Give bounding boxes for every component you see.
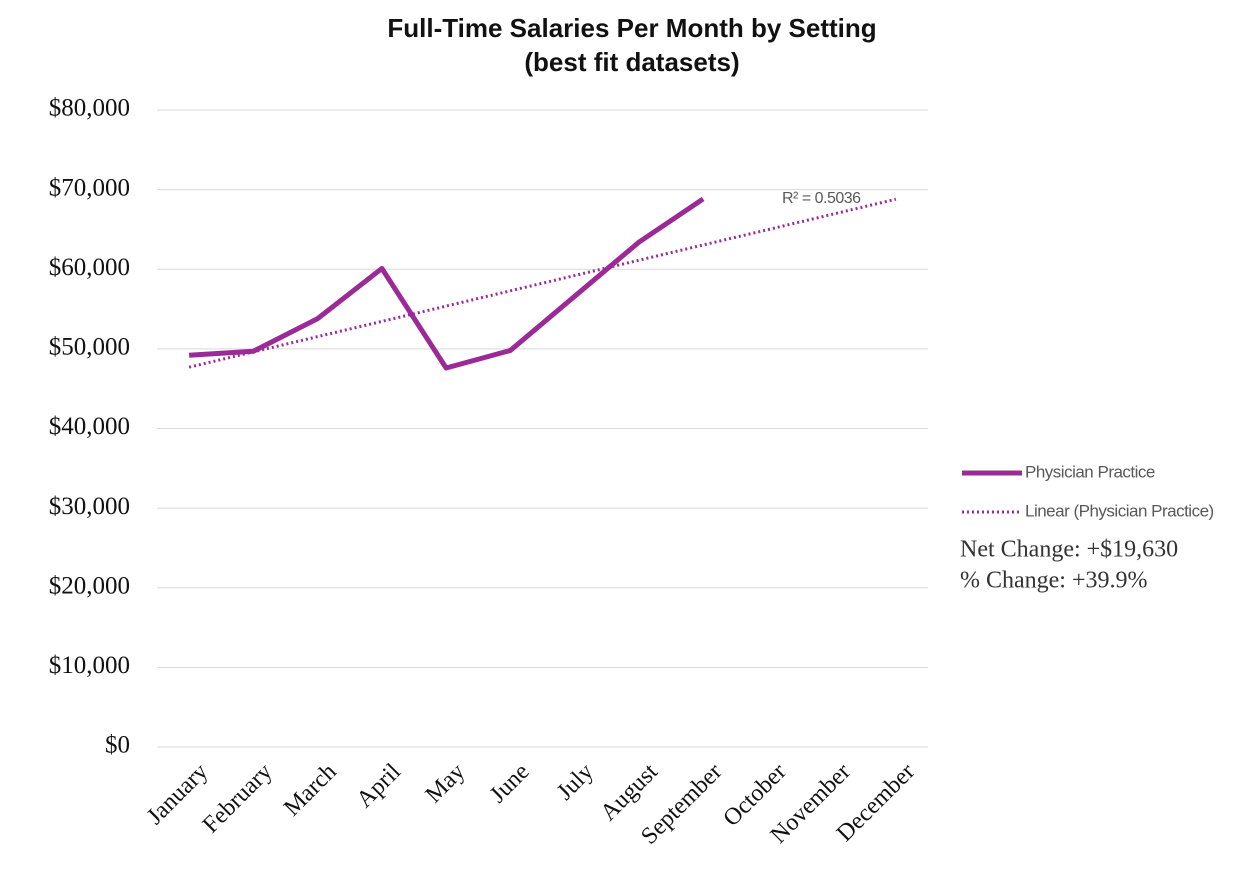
- y-tick-label: $70,000: [49, 174, 130, 201]
- x-tick-label: July: [552, 759, 599, 806]
- x-tick-label: March: [279, 759, 342, 822]
- legend-label: Physician Practice: [1025, 462, 1155, 481]
- x-tick-label: May: [421, 759, 471, 809]
- net-change: Net Change: +$19,630: [960, 537, 1178, 563]
- data-line: [188, 196, 705, 371]
- y-tick-label: $30,000: [49, 493, 130, 520]
- y-tick-label: $20,000: [49, 572, 130, 599]
- x-tick-label: April: [352, 759, 406, 813]
- y-tick-label: $40,000: [49, 413, 130, 440]
- y-tick-label: $60,000: [49, 254, 130, 281]
- y-tick-label: $0: [105, 732, 130, 759]
- y-tick-label: $80,000: [49, 95, 130, 122]
- percent-change: % Change: +39.9%: [960, 568, 1148, 594]
- chart-subtitle: (best fit datasets): [524, 47, 739, 77]
- y-tick-label: $10,000: [49, 652, 130, 679]
- r-squared: R² = 0.5036: [782, 190, 861, 207]
- x-tick-label: February: [198, 759, 278, 839]
- x-tick-label: June: [485, 759, 535, 809]
- legend-label: Linear (Physician Practice): [1025, 501, 1214, 520]
- chart-title: Full-Time Salaries Per Month by Setting: [387, 13, 876, 43]
- y-tick-label: $50,000: [49, 334, 130, 361]
- trend-line: [188, 197, 897, 369]
